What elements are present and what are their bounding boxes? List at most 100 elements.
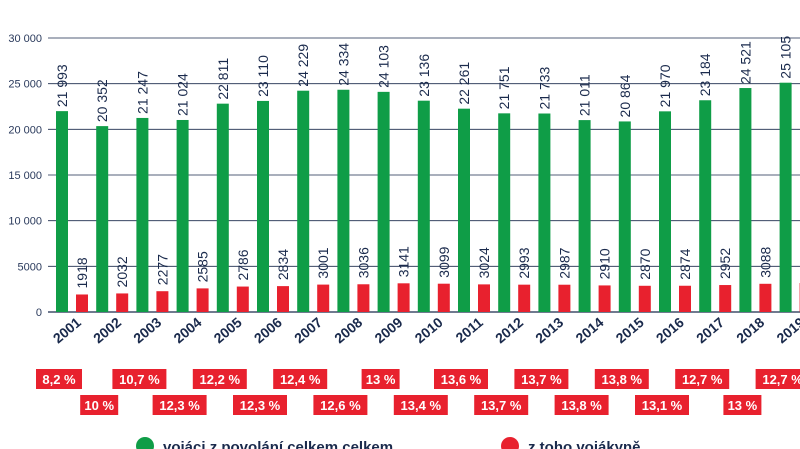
- legend-label: vojáci z povolání celkem celkem: [163, 439, 393, 449]
- bar-women: [357, 284, 370, 312]
- bar-total: [337, 89, 350, 312]
- bar-total: [498, 113, 511, 312]
- percentage-badge: [313, 395, 368, 415]
- x-tick-label: 2001: [50, 314, 84, 346]
- percentage-badge: [594, 369, 649, 389]
- x-tick-label: 2019: [773, 314, 800, 346]
- y-axis: 0 5000 10 000 15 000 20 000 25 000 30 000: [8, 33, 42, 319]
- data-label-women: 2874: [677, 248, 693, 279]
- percentage-badges: 8,2 %10 %10,7 %12,3 %12,2 %12,3 %12,4 %1…: [36, 369, 800, 415]
- bar-women: [638, 285, 651, 312]
- data-label-women: 2910: [597, 248, 613, 279]
- bar-total: [136, 117, 149, 313]
- y-tick-label: 5000: [18, 261, 42, 273]
- percentage-badge: [361, 369, 400, 389]
- data-label-women: 2952: [717, 248, 733, 279]
- percentage-label: 13,4 %: [401, 398, 442, 413]
- y-tick-label: 25 000: [8, 79, 42, 91]
- data-label-total: 21 011: [577, 74, 593, 116]
- percentage-label: 13,1 %: [642, 398, 683, 413]
- x-tick-label: 2018: [733, 314, 767, 346]
- x-tick-label: 2005: [211, 314, 245, 346]
- x-tick-label: 2014: [572, 314, 606, 346]
- legend-marker: [136, 437, 154, 449]
- data-label-total: 24 334: [335, 43, 351, 86]
- percentage-label: 13,6 %: [441, 372, 482, 387]
- bar-women: [558, 284, 571, 312]
- percentage-badge: [393, 395, 448, 415]
- bar-women: [317, 284, 330, 312]
- bar-women: [478, 284, 490, 312]
- x-tick-label: 2004: [170, 314, 204, 346]
- percentage-badge: [755, 369, 800, 389]
- bar-total: [257, 100, 269, 312]
- y-tick-label: 0: [36, 307, 42, 319]
- bar-total: [739, 88, 752, 312]
- legend-label: z toho vojákyně: [528, 439, 641, 449]
- data-label-total: 21 751: [496, 66, 512, 109]
- x-tick-label: 2006: [251, 314, 285, 346]
- percentage-badge: [112, 369, 167, 389]
- data-label-total: 21 247: [134, 71, 150, 114]
- bars: [56, 82, 800, 313]
- bar-women: [277, 286, 289, 312]
- bar-women: [719, 285, 732, 312]
- percentage-badge: [474, 395, 529, 415]
- bar-women: [76, 294, 88, 312]
- data-labels: 21 993 1918 20 352 2032 21 247 2277 21 024 2585…: [54, 36, 800, 289]
- percentage-badge: [514, 369, 569, 389]
- x-axis: 2001 2002 2003 2004 2005 2006 2007 2008 2009 2010…: [50, 314, 800, 346]
- x-tick-label: 2003: [130, 314, 164, 346]
- data-label-total: 21 733: [536, 66, 552, 109]
- bar-total: [56, 111, 68, 312]
- percentage-label: 12,7 %: [762, 372, 800, 387]
- bar-total: [618, 121, 631, 312]
- data-label-total: 21 024: [175, 73, 191, 116]
- percentage-badge: [434, 369, 488, 389]
- legend: vojáci z povolání celkem celkem z toho vo…: [136, 437, 641, 449]
- x-tick-label: 2002: [90, 314, 124, 346]
- data-label-total: 24 521: [737, 41, 753, 84]
- data-label-total: 23 184: [697, 53, 713, 96]
- percentage-label: 13,7 %: [481, 398, 522, 413]
- bar-women: [759, 283, 772, 312]
- data-label-total: 23 136: [416, 54, 432, 97]
- bar-total: [297, 90, 310, 312]
- percentage-label: 12,7 %: [682, 372, 723, 387]
- y-tick-label: 20 000: [8, 124, 42, 136]
- percentage-label: 12,3 %: [240, 398, 281, 413]
- percentage-label: 10 %: [84, 398, 114, 413]
- data-label-total: 24 229: [295, 44, 311, 87]
- data-label-women: 2993: [516, 247, 532, 278]
- data-label-total: 21 970: [657, 64, 673, 107]
- data-label-women: 2585: [195, 251, 211, 282]
- x-tick-label: 2016: [653, 314, 687, 346]
- percentage-label: 12,2 %: [200, 372, 241, 387]
- data-label-women: 2834: [275, 249, 291, 280]
- percentage-badge: [273, 369, 328, 389]
- x-tick-label: 2015: [613, 314, 647, 346]
- x-tick-label: 2017: [693, 314, 727, 346]
- data-label-women: 2277: [154, 254, 170, 285]
- percentage-label: 12,3 %: [159, 398, 200, 413]
- bar-total: [458, 108, 470, 313]
- bar-women: [437, 283, 450, 312]
- data-label-total: 20 352: [94, 79, 110, 122]
- bar-women: [116, 293, 129, 312]
- percentage-badge: [36, 369, 82, 389]
- data-label-total: 23 110: [255, 55, 271, 97]
- bar-women: [397, 283, 410, 312]
- bar-women: [196, 288, 209, 312]
- data-label-women: 2987: [556, 247, 572, 278]
- data-label-women: 1918: [74, 257, 90, 288]
- bar-total: [176, 119, 189, 312]
- percentage-label: 10,7 %: [119, 372, 160, 387]
- x-tick-label: 2010: [412, 314, 446, 346]
- bar-total: [96, 126, 109, 312]
- percentage-badge: [554, 395, 609, 415]
- bar-total: [417, 100, 430, 313]
- bar-total: [659, 111, 671, 312]
- data-label-total: 22 811: [215, 58, 231, 100]
- bar-total: [779, 82, 792, 312]
- x-tick-label: 2007: [291, 314, 325, 346]
